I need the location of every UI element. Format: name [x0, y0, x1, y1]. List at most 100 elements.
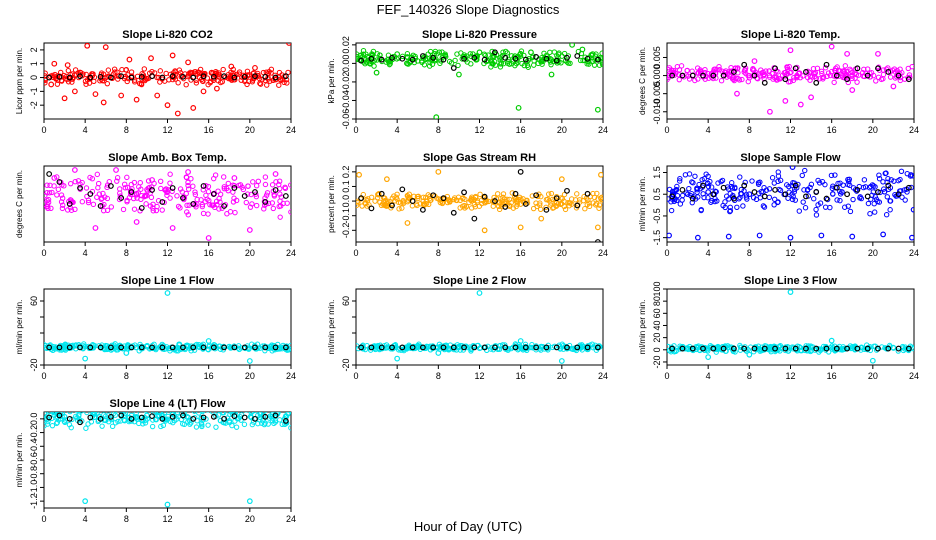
scatter-point	[792, 345, 799, 352]
scatter-point	[815, 202, 821, 208]
scatter-point	[363, 59, 370, 65]
scatter-point	[784, 64, 790, 70]
scatter-point	[730, 195, 737, 202]
scatter-point	[262, 202, 268, 208]
x-tick-label: 8	[747, 248, 752, 258]
scatter-point	[282, 193, 289, 199]
scatter-point	[128, 412, 135, 419]
scatter-point	[692, 196, 699, 202]
scatter-point	[185, 59, 191, 66]
scatter-point	[190, 415, 197, 422]
scatter-point	[190, 105, 197, 111]
panel-8: Slope Line 2 Flow 0 4 8 12 16 20 24 -20 60 ml/min …	[327, 275, 608, 381]
scatter-point	[102, 417, 109, 424]
scatter-point	[450, 65, 457, 71]
scatter-point	[713, 349, 719, 355]
scatter-point	[876, 199, 883, 205]
scatter-point	[244, 412, 248, 413]
x-tick-label: 24	[598, 371, 608, 381]
x-tick-label: 20	[868, 125, 878, 135]
scatter-point	[689, 179, 695, 185]
scatter-point	[107, 74, 114, 81]
scatter-point	[124, 174, 130, 181]
scatter-point	[104, 80, 111, 87]
scatter-point	[425, 51, 431, 57]
scatter-point	[175, 348, 181, 354]
y-axis-label: kPa per min.	[327, 59, 336, 104]
scatter-point	[584, 55, 591, 62]
scatter-point	[94, 171, 100, 178]
scatter-point	[245, 183, 251, 189]
scatter-point	[461, 189, 467, 196]
scatter-point	[389, 195, 396, 201]
scatter-point	[767, 345, 773, 351]
x-tick-label: 4	[83, 125, 88, 135]
x-tick-label: 24	[909, 371, 919, 381]
scatter-point	[128, 415, 135, 422]
scatter-point	[813, 79, 820, 86]
scatter-point	[169, 52, 176, 59]
scatter-point	[755, 345, 761, 352]
scatter-point	[46, 344, 53, 351]
scatter-point	[533, 344, 540, 351]
scatter-point	[231, 74, 238, 81]
y-tick-label: -0.4	[29, 439, 39, 455]
scatter-point	[159, 199, 166, 205]
scatter-point	[84, 412, 90, 416]
scatter-point	[77, 185, 83, 191]
scatter-point	[258, 81, 264, 87]
scatter-point	[396, 206, 402, 212]
scatter-point	[44, 80, 48, 86]
scatter-point	[262, 174, 269, 180]
scatter-point	[771, 202, 777, 208]
scatter-point	[433, 344, 439, 351]
scatter-point	[574, 53, 581, 59]
scatter-point	[215, 188, 221, 194]
scatter-point	[827, 204, 833, 211]
scatter-point	[282, 421, 288, 427]
scatter-point	[500, 191, 507, 197]
scatter-point	[581, 193, 587, 200]
scatter-point	[705, 354, 712, 360]
scatter-point	[594, 106, 601, 113]
scatter-point	[674, 63, 681, 70]
scatter-point	[222, 202, 229, 208]
scatter-point	[48, 205, 54, 211]
scatter-point	[79, 179, 85, 186]
scatter-point	[797, 101, 804, 108]
scatter-point	[121, 417, 127, 423]
data-layer	[44, 43, 291, 117]
scatter-point	[167, 195, 173, 201]
scatter-point	[267, 343, 274, 350]
scatter-point	[598, 56, 603, 62]
scatter-point	[213, 198, 220, 205]
scatter-point	[720, 202, 726, 209]
scatter-point	[502, 204, 509, 210]
scatter-point	[272, 74, 279, 81]
scatter-point	[481, 56, 488, 63]
y-tick-label: -0.005	[652, 81, 662, 107]
scatter-point	[708, 199, 714, 205]
scatter-point	[122, 185, 129, 191]
scatter-point	[185, 342, 191, 349]
scatter-point	[97, 344, 104, 351]
scatter-point	[569, 201, 575, 207]
scatter-point	[584, 344, 591, 351]
scatter-point	[255, 73, 262, 79]
scatter-point	[669, 196, 675, 202]
scatter-point	[118, 344, 125, 351]
scatter-point	[276, 178, 283, 184]
scatter-point	[249, 201, 255, 207]
scatter-point	[389, 54, 395, 61]
scatter-point	[832, 65, 839, 72]
scatter-point	[450, 209, 457, 216]
scatter-point	[899, 194, 905, 200]
scatter-point	[716, 66, 723, 73]
scatter-point	[517, 168, 524, 175]
scatter-point	[185, 169, 191, 175]
scatter-point	[485, 52, 491, 58]
scatter-point	[157, 178, 164, 184]
scatter-point	[751, 345, 758, 352]
scatter-point	[258, 420, 265, 426]
scatter-point	[372, 198, 378, 204]
